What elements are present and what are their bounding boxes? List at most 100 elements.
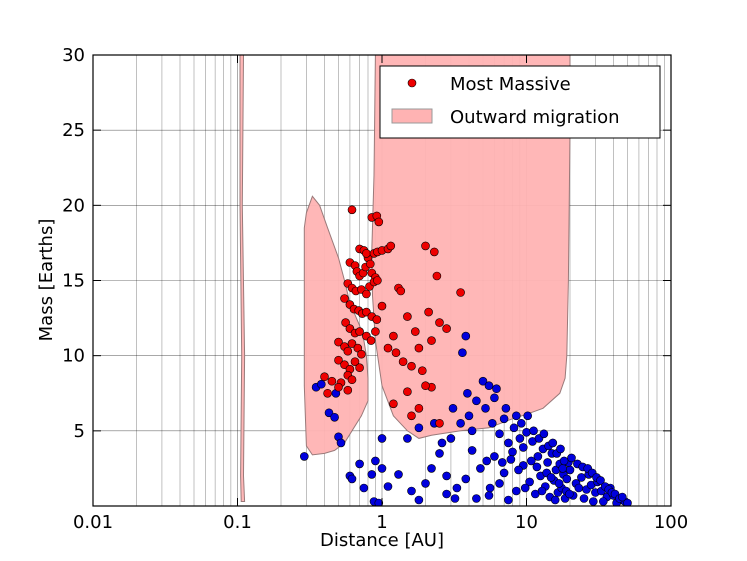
data-point-other bbox=[484, 381, 494, 391]
data-point-other bbox=[511, 411, 521, 421]
x-tick-label: 1 bbox=[376, 512, 387, 533]
data-point-other bbox=[324, 408, 334, 418]
data-point-other bbox=[548, 438, 558, 448]
data-point-other bbox=[617, 492, 627, 502]
data-point-most-massive bbox=[421, 381, 430, 391]
data-point-other bbox=[579, 494, 589, 503]
data-point-other bbox=[330, 412, 339, 422]
data-point-most-massive bbox=[456, 288, 465, 297]
data-point-most-massive bbox=[374, 217, 384, 227]
data-point-other bbox=[623, 498, 632, 506]
data-point-most-massive bbox=[435, 318, 444, 327]
data-point-other bbox=[554, 479, 564, 488]
data-point-most-massive bbox=[391, 348, 401, 358]
data-point-most-massive bbox=[407, 361, 416, 371]
legend-marker-most-massive bbox=[407, 78, 417, 88]
data-point-most-massive bbox=[341, 318, 350, 327]
y-tick-label: 25 bbox=[62, 120, 85, 141]
data-point-other bbox=[450, 494, 460, 503]
data-point-other bbox=[299, 452, 309, 461]
data-point-other bbox=[383, 482, 393, 491]
x-tick-label: 0.01 bbox=[73, 512, 113, 533]
data-point-most-massive bbox=[362, 289, 371, 299]
data-point-other bbox=[508, 447, 517, 457]
data-point-other bbox=[522, 427, 531, 437]
data-point-most-massive bbox=[334, 337, 343, 347]
data-point-other bbox=[374, 498, 384, 506]
y-tick-label: 20 bbox=[62, 195, 85, 216]
data-point-most-massive bbox=[386, 241, 396, 251]
data-point-most-massive bbox=[407, 411, 416, 421]
data-point-other bbox=[461, 474, 471, 484]
data-point-other bbox=[529, 426, 538, 436]
data-point-other bbox=[478, 376, 488, 386]
data-point-other bbox=[448, 403, 458, 413]
data-point-most-massive bbox=[323, 388, 332, 398]
data-point-other bbox=[464, 411, 474, 421]
legend: Most Massive Outward migration bbox=[379, 65, 661, 139]
data-point-other bbox=[437, 438, 447, 448]
data-point-other bbox=[407, 486, 416, 496]
data-point-most-massive bbox=[343, 346, 353, 356]
data-point-other bbox=[467, 426, 477, 436]
data-point-most-massive bbox=[355, 363, 364, 373]
data-point-most-massive bbox=[365, 259, 375, 269]
data-point-other bbox=[467, 446, 477, 455]
data-point-most-massive bbox=[398, 357, 408, 367]
outward-migration-region bbox=[239, 55, 571, 502]
data-point-other bbox=[355, 459, 364, 469]
data-point-most-massive bbox=[371, 327, 380, 336]
data-point-other bbox=[533, 452, 543, 461]
data-point-other bbox=[490, 452, 499, 461]
data-point-other bbox=[511, 486, 521, 496]
data-point-other bbox=[414, 495, 424, 505]
data-point-other bbox=[558, 464, 568, 473]
data-point-most-massive bbox=[347, 205, 357, 215]
data-point-other bbox=[526, 456, 536, 466]
data-point-other bbox=[476, 464, 485, 473]
data-point-other bbox=[435, 449, 444, 458]
data-point-other bbox=[495, 429, 504, 439]
data-point-most-massive bbox=[389, 399, 398, 409]
data-point-other bbox=[499, 414, 509, 424]
data-point-other bbox=[427, 464, 436, 473]
data-point-other bbox=[546, 473, 556, 482]
axis-ticks: 0.01 0.1 1 10 100 5 10 15 20 25 30 bbox=[62, 45, 688, 533]
data-point-other bbox=[514, 465, 523, 475]
data-point-other bbox=[442, 489, 451, 499]
data-point-other bbox=[377, 464, 387, 473]
data-point-most-massive bbox=[320, 372, 329, 382]
data-point-most-massive bbox=[442, 324, 451, 333]
data-point-other bbox=[421, 479, 430, 488]
data-point-other bbox=[577, 473, 586, 482]
data-point-most-massive bbox=[362, 249, 371, 258]
y-tick-label: 15 bbox=[62, 271, 85, 292]
data-point-most-massive bbox=[343, 385, 353, 395]
data-point-most-massive bbox=[327, 376, 337, 386]
data-point-most-massive bbox=[432, 271, 442, 281]
data-point-most-massive bbox=[334, 382, 343, 392]
y-tick-label: 10 bbox=[62, 346, 85, 367]
legend-box bbox=[379, 65, 661, 139]
data-point-most-massive bbox=[424, 307, 433, 317]
data-point-other bbox=[452, 483, 462, 493]
data-point-other bbox=[499, 468, 509, 478]
data-point-most-massive bbox=[357, 349, 366, 359]
data-point-other bbox=[518, 443, 528, 452]
data-point-most-massive bbox=[350, 357, 360, 367]
data-point-other bbox=[458, 348, 467, 358]
data-point-other bbox=[509, 423, 519, 433]
data-point-most-massive bbox=[355, 327, 364, 336]
data-point-other bbox=[506, 455, 516, 464]
x-tick-label: 0.1 bbox=[223, 512, 252, 533]
data-point-other bbox=[472, 396, 481, 406]
data-point-other bbox=[495, 479, 504, 488]
legend-patch-outward-migration bbox=[391, 108, 433, 124]
scatter-points bbox=[299, 205, 632, 506]
data-point-other bbox=[359, 483, 369, 493]
y-tick-label: 5 bbox=[74, 421, 85, 442]
data-point-other bbox=[482, 456, 492, 466]
data-point-other bbox=[550, 495, 560, 505]
data-point-other bbox=[596, 476, 605, 485]
data-point-other bbox=[525, 477, 534, 487]
